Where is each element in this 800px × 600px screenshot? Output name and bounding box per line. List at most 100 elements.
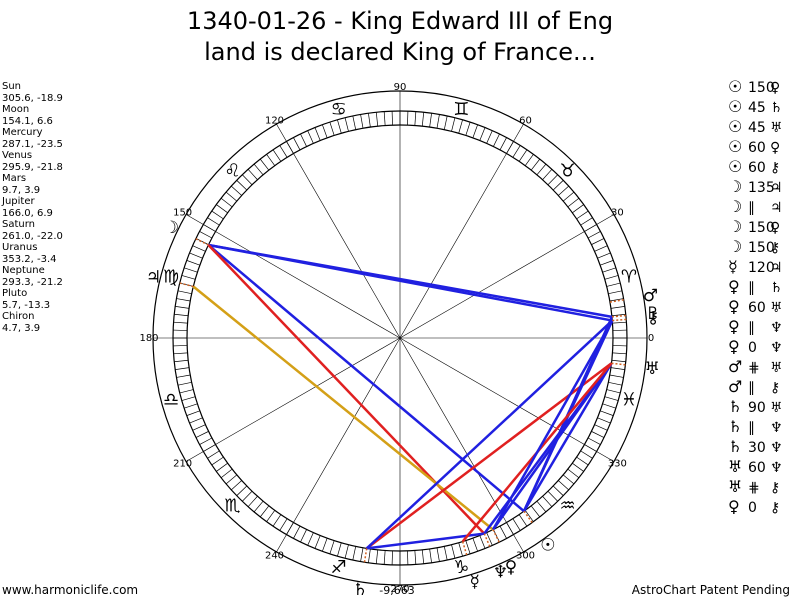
planet-marker: [523, 510, 533, 524]
sign-aquarius-icon: ♒: [560, 496, 576, 517]
degree-label: 330: [608, 459, 627, 470]
degree-label: 270: [390, 584, 409, 595]
aspect-line: [366, 532, 485, 550]
planet-jupiter-icon: ♃: [146, 268, 161, 288]
aspect-row: ♀ ∥ ♄: [728, 277, 786, 297]
aspect-line: [522, 362, 613, 512]
degree-tick: [266, 154, 276, 166]
position-chiron-name: Chiron: [2, 311, 35, 322]
degree-tick: [176, 374, 191, 378]
degree-label: 240: [265, 550, 284, 561]
degree-tick: [186, 260, 200, 266]
sign-leo-icon: ♌: [224, 160, 240, 181]
aspect-planet-glyph: ♀: [728, 497, 740, 516]
degree-tick: [567, 197, 580, 208]
degree-tick: [352, 546, 357, 561]
degree-tick: [337, 119, 342, 134]
sign-libra-icon: ♎: [163, 389, 179, 410]
aspect-symbol: 60: [748, 160, 766, 176]
degree-tick: [451, 117, 456, 132]
position-sun-value: 305.6, -18.9: [2, 92, 63, 104]
aspect-planet-glyph: ♄: [770, 100, 783, 116]
degree-tick: [606, 389, 621, 394]
degree-tick: [272, 514, 282, 527]
aspect-row: ♀ 0 ♆: [728, 337, 786, 357]
degree-tick: [337, 542, 342, 557]
degree-tick: [576, 210, 589, 220]
position-mars-value: 9.7, 3.9: [2, 184, 41, 196]
sign-sagittarius-icon: ♐: [331, 557, 347, 578]
aspect-row: ☉ 60 ♀: [728, 137, 786, 157]
house-spoke: [276, 123, 401, 339]
degree-tick: [195, 431, 209, 438]
aspect-planet-glyph: ♆: [770, 440, 783, 456]
degree-tick: [174, 313, 189, 317]
position-moon-value: 154.1, 6.6: [2, 115, 53, 127]
degree-tick: [293, 137, 301, 151]
aspect-symbol: 135: [748, 180, 775, 196]
aspect-planet-glyph: ♃: [770, 180, 783, 196]
sign-pisces-icon: ♓: [621, 389, 637, 410]
footer-website[interactable]: www.harmoniclife.com: [2, 583, 139, 597]
degree-tick: [344, 117, 349, 132]
planet-marker: [492, 529, 500, 543]
aspect-planet-glyph: ♀: [728, 297, 740, 316]
degree-tick: [181, 275, 196, 280]
aspect-row: ♅ ⋕ ⚷: [728, 477, 786, 497]
planet-marker: [483, 533, 491, 547]
degree-tick: [493, 133, 500, 147]
degree-tick: [611, 359, 626, 363]
degree-tick: [421, 549, 425, 564]
aspect-planet-glyph: ♀: [770, 220, 781, 236]
degree-tick: [580, 217, 593, 226]
sign-scorpio-icon: ♏: [224, 496, 240, 517]
degree-tick: [421, 112, 425, 127]
degree-tick: [600, 260, 614, 266]
degree-tick: [220, 468, 233, 479]
degree-tick: [436, 114, 440, 129]
aspect-planet-glyph: ♃: [770, 260, 783, 276]
degree-tick: [293, 525, 301, 539]
degree-tick: [542, 169, 553, 180]
aspect-planet-glyph: ♀: [728, 317, 740, 336]
degree-tick: [429, 548, 432, 563]
aspect-row: ♀ 0 ⚷: [728, 497, 786, 517]
sign-taurus-icon: ♉: [560, 160, 576, 181]
aspect-planet-glyph: ♅: [770, 300, 783, 316]
degree-label: 180: [139, 333, 158, 344]
aspect-row: ☉ 150♀: [728, 77, 786, 97]
degree-tick: [216, 204, 228, 214]
degree-tick: [610, 367, 625, 370]
planet-mars-icon: ♂: [643, 286, 658, 306]
degree-tick: [189, 417, 203, 424]
aspect-planet-glyph: ⚷: [770, 500, 781, 516]
degree-tick: [279, 145, 288, 158]
aspect-planet-glyph: ♂: [728, 357, 743, 376]
house-spoke: [399, 214, 615, 339]
degree-tick: [236, 485, 248, 496]
aspect-planet-glyph: ⚷: [770, 380, 781, 396]
degree-tick: [597, 252, 611, 259]
aspect-planet-glyph: ☉: [728, 77, 743, 96]
house-spoke: [399, 123, 524, 339]
planet-saturn-icon: ♄: [353, 580, 368, 600]
degree-tick: [242, 174, 253, 186]
degree-tick: [184, 267, 198, 273]
degree-tick: [518, 514, 528, 527]
degree-tick: [322, 538, 328, 552]
aspect-row: ♄ 90 ♅: [728, 397, 786, 417]
degree-tick: [236, 180, 248, 191]
aspect-symbol: ∥: [748, 200, 755, 216]
degree-tick: [562, 474, 575, 485]
title-line-2: land is declared King of France...: [204, 38, 596, 66]
aspect-symbol: 30: [748, 440, 766, 456]
sign-gemini-icon: ♊: [453, 99, 469, 120]
degree-tick: [547, 490, 558, 502]
aspect-row: ♂ ∥ ⚷: [728, 377, 786, 397]
aspect-planet-glyph: ♆: [770, 340, 783, 356]
house-spoke: [276, 337, 401, 553]
degree-tick: [220, 197, 233, 208]
footer-patent: AstroChart Patent Pending: [631, 583, 790, 597]
degree-tick: [458, 542, 463, 557]
degree-tick: [266, 510, 276, 522]
